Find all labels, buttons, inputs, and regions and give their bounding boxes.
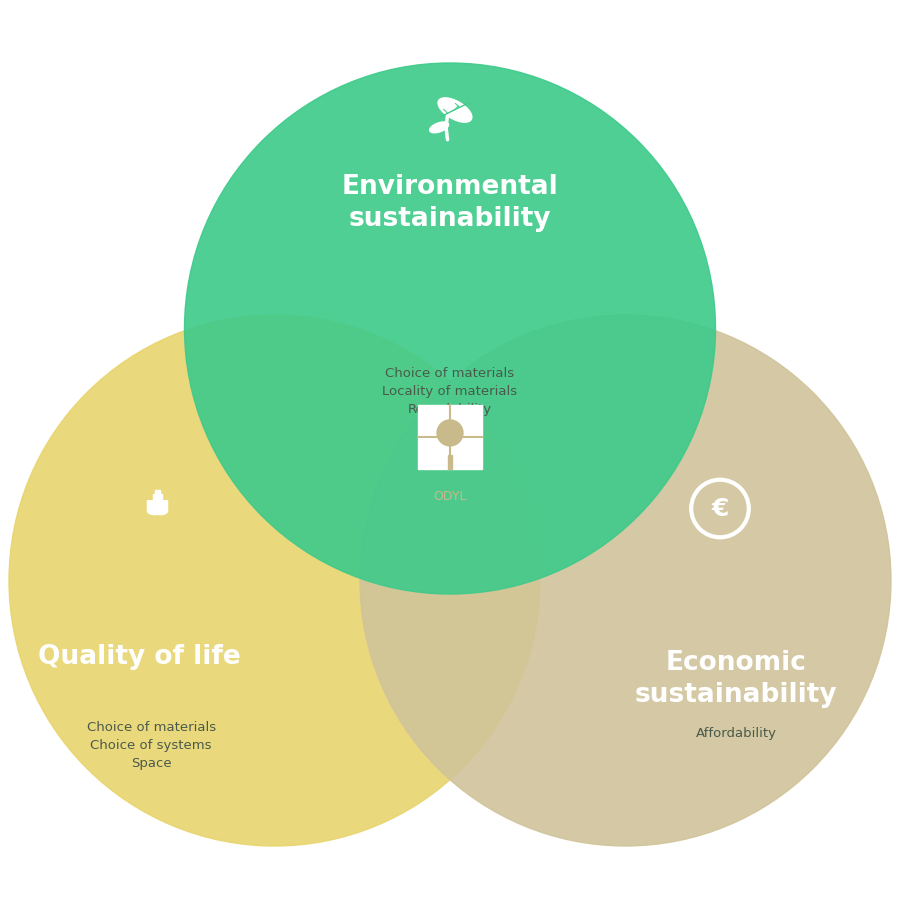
Text: Environmental
sustainability: Environmental sustainability [342, 174, 558, 231]
Text: Economic
sustainability: Economic sustainability [634, 651, 838, 708]
Text: €: € [711, 497, 729, 520]
Bar [418, 405, 482, 470]
Circle shape [184, 63, 716, 594]
Text: Affordability: Affordability [696, 727, 777, 740]
Circle shape [437, 420, 463, 446]
Text: Choice of materials
Locality of materials
Recyclability: Choice of materials Locality of material… [382, 367, 518, 416]
Bar [448, 454, 452, 470]
Text: Quality of life: Quality of life [38, 644, 241, 670]
Circle shape [360, 315, 891, 846]
Polygon shape [155, 490, 160, 509]
Text: ODYL: ODYL [433, 491, 467, 503]
Polygon shape [438, 98, 472, 122]
Circle shape [9, 315, 540, 846]
Polygon shape [429, 122, 448, 132]
Polygon shape [153, 494, 162, 500]
Polygon shape [148, 500, 161, 515]
Text: Choice of materials
Choice of systems
Space: Choice of materials Choice of systems Sp… [86, 721, 216, 770]
Polygon shape [154, 500, 167, 515]
